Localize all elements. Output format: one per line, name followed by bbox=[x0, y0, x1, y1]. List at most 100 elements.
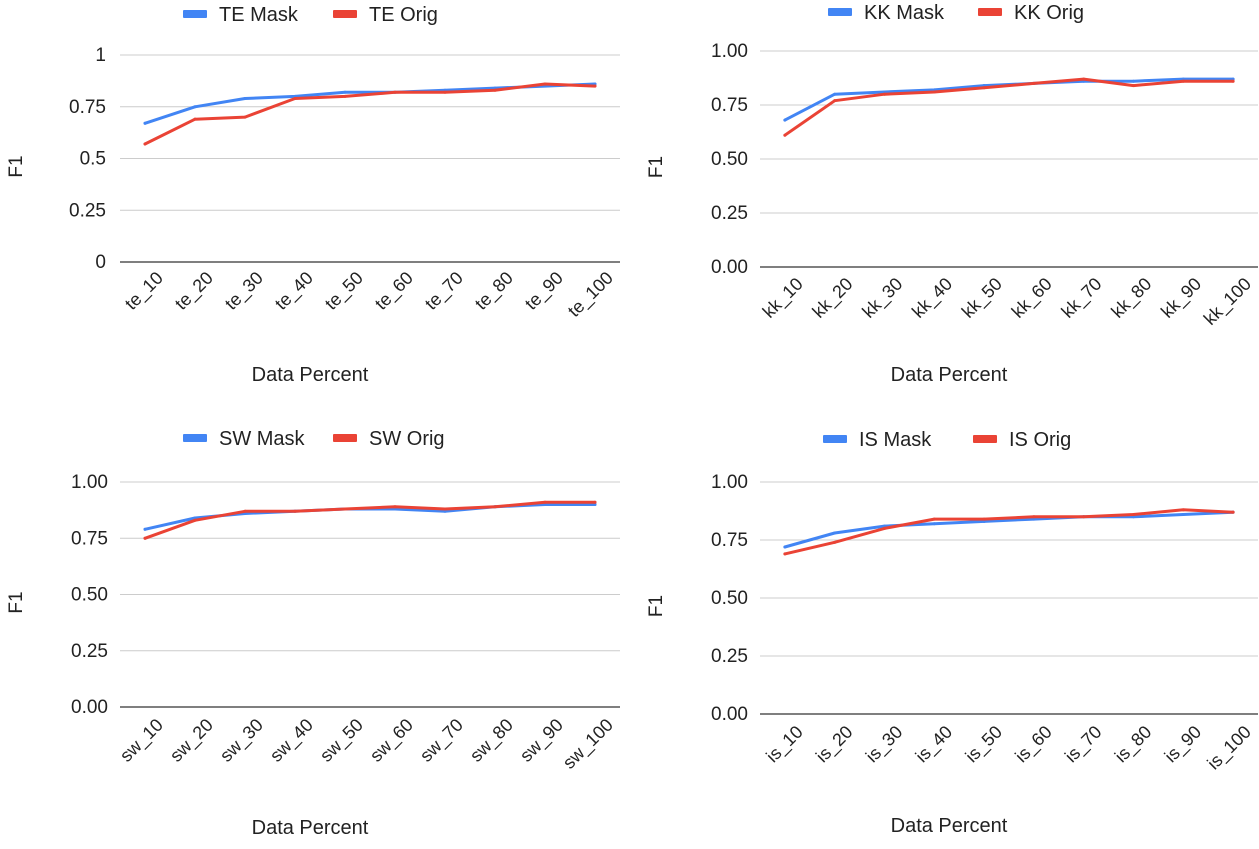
y-axis-title: F1 bbox=[646, 595, 667, 617]
series-line-2 bbox=[783, 508, 1235, 556]
x-tick-label: kk_40 bbox=[908, 274, 957, 323]
data-point bbox=[1132, 512, 1135, 516]
x-tick-label: is_100 bbox=[1203, 722, 1255, 774]
x-tick-label: is_60 bbox=[1011, 722, 1056, 767]
x-tick-label: is_20 bbox=[812, 722, 857, 767]
data-point bbox=[783, 545, 787, 549]
x-tick-label: sw_20 bbox=[166, 715, 218, 767]
data-point bbox=[833, 531, 837, 535]
data-point bbox=[833, 99, 837, 103]
data-point bbox=[883, 526, 886, 530]
data-point bbox=[1181, 79, 1185, 83]
legend-swatch-2 bbox=[333, 10, 357, 18]
legend-swatch-1 bbox=[828, 8, 852, 16]
y-tick-label: 0.5 bbox=[80, 149, 106, 170]
data-point bbox=[443, 90, 447, 94]
legend-label-1: SW Mask bbox=[219, 428, 306, 450]
data-point bbox=[982, 519, 986, 523]
y-tick-label: 1 bbox=[95, 45, 106, 66]
data-point bbox=[343, 90, 347, 94]
data-point bbox=[1032, 81, 1036, 85]
y-tick-label: 0.25 bbox=[71, 641, 108, 662]
y-tick-label: 0 bbox=[95, 252, 106, 273]
x-tick-label: te_50 bbox=[321, 268, 368, 315]
data-point bbox=[1082, 77, 1086, 81]
data-point bbox=[1032, 515, 1036, 519]
x-tick-label: kk_60 bbox=[1008, 274, 1057, 323]
series-line-2 bbox=[143, 82, 597, 146]
y-tick-label: 0.75 bbox=[711, 95, 748, 116]
x-tick-label: kk_20 bbox=[808, 274, 857, 323]
x-tick-label: sw_50 bbox=[316, 715, 368, 767]
data-point bbox=[932, 90, 936, 94]
x-tick-label: te_60 bbox=[371, 268, 418, 315]
x-tick-label: te_90 bbox=[521, 268, 568, 315]
x-tick-label: sw_30 bbox=[216, 715, 268, 767]
chart-panel-2: 0.00 0.25 0.50 0.75 1.00 kk_10 kk_20 kk_30 kk_40… bbox=[646, 2, 1258, 386]
data-point bbox=[932, 522, 936, 526]
y-tick-label: 0.25 bbox=[711, 203, 748, 224]
data-point bbox=[543, 500, 547, 504]
chart-panel-4: 0.00 0.25 0.50 0.75 1.00 is_10 is_20 is_30 is_40… bbox=[646, 429, 1258, 837]
data-point bbox=[443, 509, 447, 513]
legend-label-2: IS Orig bbox=[1009, 429, 1071, 451]
data-point bbox=[493, 505, 497, 509]
data-point bbox=[393, 90, 397, 94]
data-point bbox=[543, 82, 547, 86]
legend-swatch-2 bbox=[978, 8, 1002, 16]
data-point bbox=[193, 105, 197, 109]
data-point bbox=[143, 536, 147, 540]
x-tick-label: sw_40 bbox=[266, 715, 318, 767]
data-point bbox=[982, 86, 986, 90]
y-axis-title: F1 bbox=[6, 155, 27, 177]
y-tick-label: 0.75 bbox=[69, 97, 106, 118]
legend-label-1: KK Mask bbox=[864, 2, 945, 24]
data-point bbox=[243, 115, 247, 119]
data-point bbox=[1181, 512, 1185, 516]
data-point bbox=[293, 96, 297, 100]
y-tick-label: 0.25 bbox=[711, 646, 748, 667]
data-point bbox=[143, 142, 147, 146]
legend-swatch-1 bbox=[183, 10, 207, 18]
y-tick-label: 1.00 bbox=[71, 472, 108, 493]
data-point bbox=[143, 527, 147, 531]
data-point bbox=[243, 96, 247, 100]
data-point bbox=[293, 509, 297, 513]
x-tick-label: is_50 bbox=[961, 722, 1006, 767]
x-tick-label: is_90 bbox=[1161, 722, 1206, 767]
legend-swatch-2 bbox=[333, 434, 357, 442]
data-point bbox=[833, 92, 837, 96]
data-point bbox=[593, 84, 597, 88]
data-point bbox=[1231, 510, 1235, 514]
data-point bbox=[1032, 517, 1036, 521]
x-tick-label: kk_90 bbox=[1157, 274, 1206, 323]
legend-swatch-2 bbox=[973, 435, 997, 443]
legend-label-1: TE Mask bbox=[219, 4, 299, 26]
x-tick-label: sw_10 bbox=[116, 715, 168, 767]
data-point bbox=[1132, 515, 1135, 519]
x-tick-label: sw_60 bbox=[366, 715, 418, 767]
data-point bbox=[1132, 84, 1135, 88]
series-line-2 bbox=[143, 500, 597, 540]
x-tick-label: kk_80 bbox=[1107, 274, 1156, 323]
x-axis-title: Data Percent bbox=[891, 815, 1008, 837]
data-point bbox=[193, 518, 197, 522]
y-tick-label: 1.00 bbox=[711, 41, 748, 62]
y-tick-label: 0.00 bbox=[711, 704, 748, 725]
data-point bbox=[1082, 515, 1086, 519]
x-tick-label: te_100 bbox=[564, 268, 618, 322]
x-tick-label: te_70 bbox=[421, 268, 468, 315]
x-tick-label: sw_80 bbox=[466, 715, 518, 767]
x-tick-label: te_80 bbox=[471, 268, 518, 315]
x-tick-label: kk_30 bbox=[858, 274, 907, 323]
y-tick-label: 0.75 bbox=[711, 530, 748, 551]
data-point bbox=[593, 500, 597, 504]
y-tick-label: 0.50 bbox=[711, 149, 748, 170]
data-point bbox=[833, 540, 837, 544]
data-point bbox=[783, 133, 787, 137]
data-point bbox=[1181, 508, 1185, 512]
y-tick-label: 0.00 bbox=[711, 257, 748, 278]
x-tick-label: is_40 bbox=[912, 722, 957, 767]
x-tick-label: kk_100 bbox=[1200, 274, 1256, 330]
